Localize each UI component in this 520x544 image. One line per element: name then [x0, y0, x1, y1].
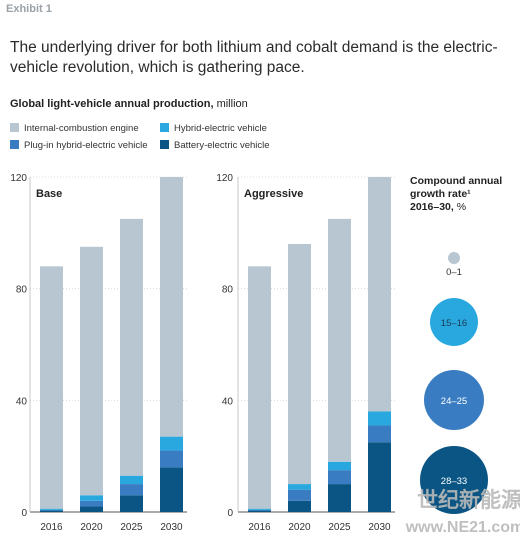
legend-swatch-hev	[160, 123, 169, 132]
bar-segment	[160, 467, 183, 512]
bar-segment	[40, 509, 63, 511]
legend-label-ice: Internal-combustion engine	[24, 123, 139, 134]
bar-segment	[288, 244, 311, 485]
y-tick-label: 40	[222, 396, 234, 407]
bar-segment	[288, 484, 311, 490]
x-tick-label: 2025	[328, 522, 351, 533]
bar-segment	[328, 461, 351, 471]
subtitle-measure: Global light-vehicle annual production,	[10, 98, 214, 110]
growth-bubble	[430, 298, 478, 346]
bar-segment	[120, 475, 143, 485]
panel-title: Base	[36, 188, 62, 200]
y-tick-label: 80	[222, 285, 234, 296]
growth-bubble-label: 15–16	[441, 318, 467, 329]
chart-subtitle: Global light-vehicle annual production, …	[10, 98, 248, 110]
bar-segment	[248, 509, 271, 511]
bar-segment	[328, 470, 351, 485]
x-tick-label: 2030	[160, 522, 183, 533]
chart-panel-1: 0 40 80 120 Aggressive 2016 2020 2025 2030	[216, 173, 395, 533]
bar-segment	[40, 510, 63, 512]
legend-item-hev: Hybrid-electric vehicle	[160, 123, 267, 134]
legend-label-hev: Hybrid-electric vehicle	[174, 123, 267, 134]
bar-segment	[328, 218, 351, 462]
x-tick-label: 2020	[80, 522, 103, 533]
bar-segment	[368, 442, 391, 512]
bar-segment	[80, 500, 103, 507]
y-tick-label: 40	[16, 396, 28, 407]
bubble-legend-unit: %	[453, 201, 467, 213]
legend-swatch-bev	[160, 140, 169, 149]
bar-segment	[288, 489, 311, 501]
watermark: 世纪新能源网 www.NE21.com	[405, 488, 520, 536]
bar-segment	[368, 425, 391, 443]
bar-segment	[368, 411, 391, 426]
legend-swatch-phev	[10, 140, 19, 149]
bar-segment	[328, 484, 351, 512]
subtitle-unit: million	[213, 98, 248, 110]
legend-item-ice: Internal-combustion engine	[10, 123, 139, 134]
legend-item-phev: Plug-in hybrid-electric vehicle	[10, 140, 148, 151]
bar-segment	[288, 500, 311, 512]
bar-segment	[248, 266, 271, 509]
legend-swatch-ice	[10, 123, 19, 132]
growth-bubble-label: 0–1	[446, 267, 462, 278]
growth-bubble	[424, 370, 484, 430]
y-tick-label: 0	[227, 508, 233, 519]
bar-segment	[80, 506, 103, 512]
bar-segment	[40, 508, 63, 510]
legend-label-phev: Plug-in hybrid-electric vehicle	[24, 140, 148, 151]
panel-title: Aggressive	[244, 188, 303, 200]
bar-segment	[40, 266, 63, 509]
bar-segment	[160, 177, 183, 437]
bar-segment	[160, 450, 183, 468]
x-tick-label: 2025	[120, 522, 143, 533]
bar-segment	[120, 484, 143, 496]
exhibit-label: Exhibit 1	[6, 3, 52, 15]
growth-bubble	[448, 252, 460, 264]
x-tick-label: 2020	[288, 522, 311, 533]
chart-panel-0: 0 40 80 120 Base 2016 2020 2025 2030	[10, 173, 187, 533]
bar-segment	[120, 495, 143, 512]
bar-segment	[80, 246, 103, 496]
y-tick-label: 120	[216, 173, 233, 184]
y-tick-label: 0	[21, 508, 27, 519]
bubble-legend-title-main: Compound annual growth rate¹	[410, 175, 503, 200]
legend-label-bev: Battery-electric vehicle	[174, 140, 270, 151]
growth-bubble-label: 28–33	[441, 476, 467, 487]
bar-segment	[160, 436, 183, 451]
bar-segment	[120, 218, 143, 476]
bubble-legend-title: Compound annual growth rate¹ 2016–30, %	[410, 175, 515, 214]
bubble-legend-period: 2016–30,	[410, 201, 454, 213]
x-tick-label: 2030	[368, 522, 391, 533]
watermark-cn: 世纪新能源网	[417, 488, 520, 512]
bar-segment	[248, 508, 271, 510]
bar-segment	[80, 495, 103, 501]
y-tick-label: 120	[10, 173, 27, 184]
growth-bubble-label: 24–25	[441, 396, 467, 407]
legend-item-bev: Battery-electric vehicle	[160, 140, 270, 151]
bar-segment	[248, 510, 271, 512]
x-tick-label: 2016	[40, 522, 63, 533]
headline: The underlying driver for both lithium a…	[10, 39, 498, 76]
growth-bubble	[420, 446, 488, 514]
y-tick-label: 80	[16, 285, 28, 296]
watermark-url: www.NE21.com	[405, 519, 520, 536]
x-tick-label: 2016	[248, 522, 271, 533]
bar-segment	[368, 177, 391, 412]
